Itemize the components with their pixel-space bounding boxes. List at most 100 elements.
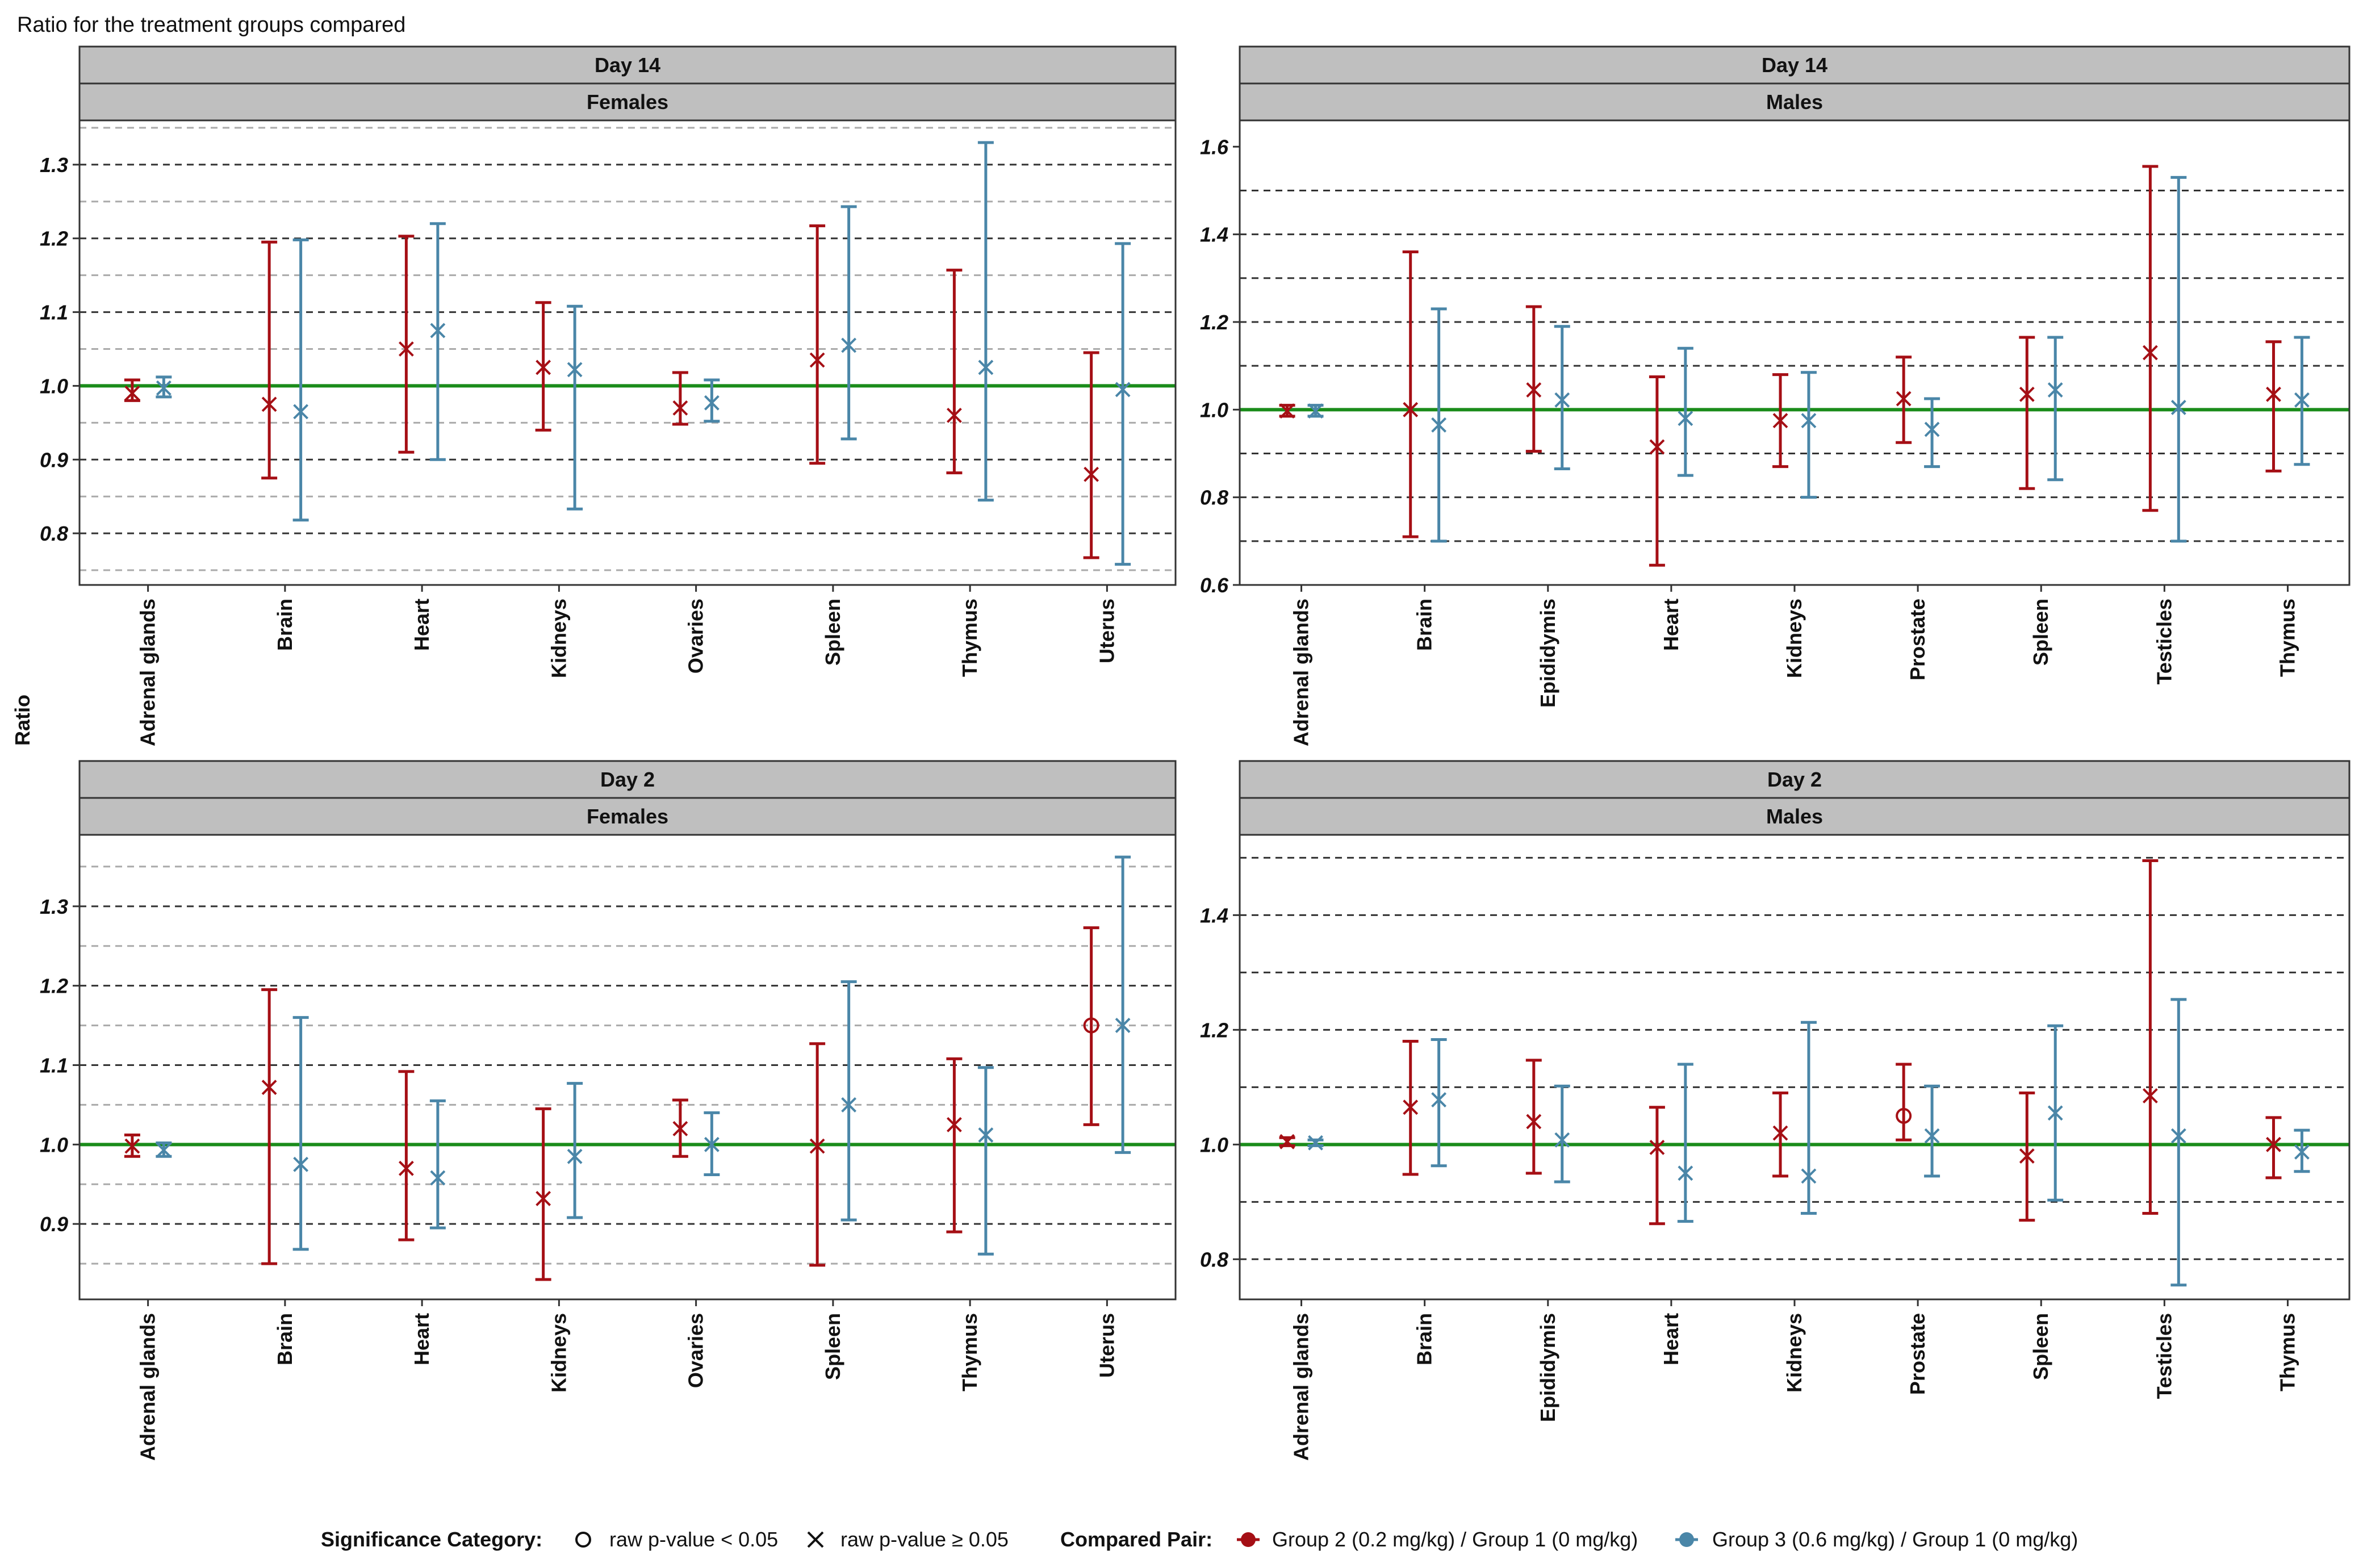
strip-top-bg [1239,45,2351,85]
y-tick-label: 1.2 [1200,311,1228,334]
y-tick-label: 1.0 [40,374,68,398]
point-cross [567,1148,583,1164]
strip-sex-label: Females [587,805,668,828]
point-cross [1279,1134,1295,1149]
point-cross [1279,403,1295,419]
x-tick-label-heart: Heart [1659,1313,1683,1365]
point-cross [1308,1135,1323,1151]
legend-group2-key [1237,1532,1260,1547]
x-tick-label-uterus: Uterus [1095,599,1118,663]
point-cross [1084,466,1099,482]
panel-border [78,834,1177,1301]
point-cross [1678,1165,1693,1181]
errorbar-group3-adrenal-glands [1307,403,1324,419]
legend-circle-marker [575,1532,591,1548]
x-tick-label-prostate: Prostate [1906,1313,1929,1395]
errorbar-group3-thymus [977,141,994,502]
point-cross [2019,1148,2035,1164]
strip-top-bg [1239,760,2351,799]
panel-border [78,119,1177,586]
strip-sex-label: Males [1766,90,1823,114]
errorbar-group3-testicles [2170,998,2187,1287]
errorbar-group2-prostate [1896,356,1912,444]
point-cross [261,1080,277,1095]
errorbar-group3-brain [292,1016,309,1251]
point-cross [293,1156,309,1172]
plot-area [1240,120,2349,585]
strip-day-label: Day 14 [595,53,660,77]
point-cross [704,395,720,411]
point-cross [293,404,309,420]
y-tick-label: 1.4 [1200,223,1228,246]
y-tick-label: 0.9 [40,448,68,471]
errorbar-group2-heart [1649,1106,1665,1226]
x-tick-label-kidneys: Kidneys [1783,1313,1806,1393]
y-tick-label: 0.8 [1200,1248,1228,1271]
errorbar-group3-testicles [2170,175,2187,543]
panel-bottom-right: Day 2 Males 0.8 1.0 1.2 1.4 Adrenal glands Brai… [1200,760,2351,1461]
y-tick-label: 1.6 [1200,135,1229,158]
errorbar-group3-prostate [1924,1084,1940,1178]
x-tick-label-adrenal-glands: Adrenal glands [1290,1313,1313,1461]
errorbar-group2-thymus [946,269,963,475]
x-tick-label-ovaries: Ovaries [684,599,708,674]
panel-top-left: Day 14 Females 0.8 0.9 1.0 1.1 1.2 1.3 Adrenal g… [40,45,1177,746]
strip-day-label: Day 2 [600,768,655,791]
errorbar-group2-epididymis [1525,1059,1542,1175]
point-cross [946,407,962,423]
legend-group3-key [1675,1532,1698,1547]
x-tick-label-adrenal-glands: Adrenal glands [136,1313,160,1461]
errorbar-group3-prostate [1924,397,1940,469]
x-tick-label-brain: Brain [273,1313,296,1365]
errorbar-group3-adrenal-glands [1307,1135,1324,1151]
errorbar-group2-spleen [2019,336,2035,490]
errorbar-group3-kidneys [1800,371,1817,499]
point-cross [1403,1099,1419,1115]
point-cross [2047,382,2063,398]
point-cross [1554,392,1570,408]
point-cross [2266,1136,2281,1152]
panel-border [1239,834,2351,1301]
errorbar-group2-adrenal-glands [1279,1134,1295,1149]
point-cross [978,1127,994,1143]
x-tick-label-spleen: Spleen [821,1313,844,1380]
x-tick-label-epididymis: Epididymis [1536,1313,1559,1422]
point-cross [430,1170,446,1186]
errorbar-group2-uterus [1083,926,1099,1126]
strip-day-label: Day 14 [1762,53,1827,77]
errorbar-group3-epididymis [1554,325,1570,470]
strip-sex-label: Males [1766,805,1823,828]
legend-group3-label: Group 3 (0.6 mg/kg) / Group 1 (0 mg/kg) [1712,1528,2078,1551]
strip-day-label: Day 2 [1767,768,1822,791]
plot-area [1240,835,2349,1299]
x-tick-label-spleen: Spleen [821,599,844,666]
x-tick-label-thymus: Thymus [2276,599,2299,677]
errorbar-group2-thymus [946,1057,963,1234]
x-tick-label-heart: Heart [1659,599,1683,651]
errorbar-group3-thymus [2294,336,2310,466]
plot-area [80,835,1176,1299]
x-tick-label-brain: Brain [1413,599,1436,651]
point-cross [978,359,994,375]
x-tick-label-kidneys: Kidneys [1783,599,1806,678]
errorbar-group2-kidneys [1772,1091,1789,1178]
point-cross [2294,1144,2310,1160]
point-circle [1083,1017,1099,1034]
x-tick-label-testicles: Testicles [2152,599,2176,684]
errorbar-group3-thymus [2294,1128,2310,1173]
point-cross [156,1142,172,1158]
point-cross [2019,386,2035,402]
x-tick-label-epididymis: Epididymis [1536,599,1559,708]
strip-sex-label: Females [587,90,668,114]
point-cross [1678,411,1693,427]
errorbar-group2-brain [1402,250,1419,538]
errorbar-group3-brain [1431,1038,1447,1168]
errorbar-group2-adrenal-glands [124,378,140,402]
panel-bottom-left: Day 2 Females 0.9 1.0 1.1 1.2 1.3 Adrenal gland… [40,760,1177,1461]
errorbar-group3-kidneys [567,1082,583,1219]
errorbar-group2-brain [261,988,278,1265]
y-tick-label: 0.8 [1200,486,1228,509]
y-axis-label: Ratio [11,695,34,746]
point-cross [1649,1139,1665,1155]
y-tick-label: 0.9 [40,1212,68,1236]
